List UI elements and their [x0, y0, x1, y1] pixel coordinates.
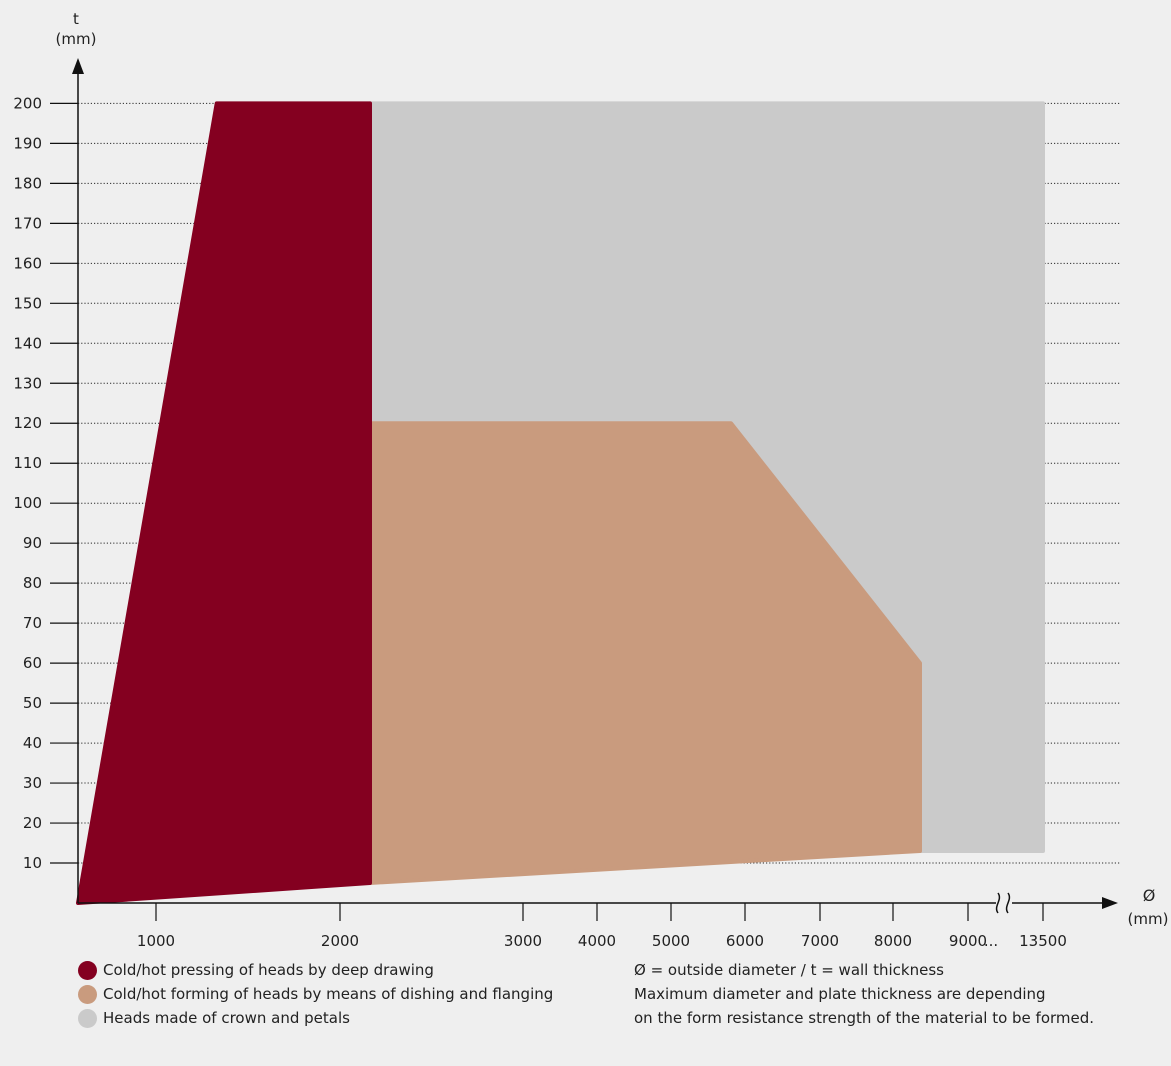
- x-tick-label-3000: 3000: [504, 932, 542, 950]
- x-ticks: 1000 2000 3000 4000 5000 6000 7000 8000 9000... 1…: [137, 903, 1067, 950]
- y-tick-label-120: 120: [13, 414, 42, 432]
- y-tick-label-20: 20: [23, 814, 42, 832]
- y-tick-label-40: 40: [23, 734, 42, 752]
- axis-break-icon: [995, 892, 1011, 914]
- data-regions: [76, 101, 1045, 905]
- y-tick-label-80: 80: [23, 574, 42, 592]
- legend-swatch-crown-petals: [78, 1008, 97, 1028]
- y-tick-label-160: 160: [13, 254, 42, 272]
- x-tick-label-9000: 9000: [949, 932, 987, 950]
- chart: t (mm) Ø (mm) 10 20 30 40 50 60 70 80 90 100 110 12…: [13, 10, 1169, 950]
- legend-item-dishing-flanging: Cold/hot forming of heads by means of di…: [78, 982, 553, 1006]
- x-tick-label-5000: 5000: [652, 932, 690, 950]
- y-tick-label-170: 170: [13, 214, 42, 232]
- note-limits-1: Maximum diameter and plate thickness are…: [634, 985, 1046, 1003]
- y-tick-label-180: 180: [13, 174, 42, 192]
- y-tick-label-50: 50: [23, 694, 42, 712]
- x-axis-label: Ø: [1143, 886, 1156, 905]
- y-tick-label-70: 70: [23, 614, 42, 632]
- x-tick-label-ellipsis: ...: [984, 932, 998, 950]
- y-tick-label-110: 110: [13, 454, 42, 472]
- x-axis-unit: (mm): [1128, 910, 1169, 928]
- legend-item-deep-drawing: Cold/hot pressing of heads by deep drawi…: [78, 958, 553, 982]
- y-ticks: 10 20 30 40 50 60 70 80 90 100 110 120 130 140 150 160 1…: [13, 94, 78, 872]
- y-tick-label-140: 140: [13, 334, 42, 352]
- legend-label-dishing-flanging: Cold/hot forming of heads by means of di…: [103, 985, 554, 1003]
- y-tick-label-100: 100: [13, 494, 42, 512]
- axes: t (mm) Ø (mm): [56, 10, 1169, 928]
- x-tick-label-13500: 13500: [1019, 932, 1067, 950]
- y-tick-label-90: 90: [23, 534, 42, 552]
- y-tick-label-60: 60: [23, 654, 42, 672]
- y-tick-label-150: 150: [13, 294, 42, 312]
- x-tick-label-1000: 1000: [137, 932, 175, 950]
- note-definitions: Ø = outside diameter / t = wall thicknes…: [634, 961, 944, 979]
- x-tick-label-4000: 4000: [578, 932, 616, 950]
- note-limits-2: on the form resistance strength of the m…: [634, 1009, 1095, 1027]
- y-axis-unit: (mm): [56, 30, 97, 48]
- legend-swatch-dishing-flanging: [78, 984, 97, 1004]
- legend-item-crown-petals: Heads made of crown and petals: [78, 1006, 553, 1030]
- x-tick-label-7000: 7000: [801, 932, 839, 950]
- legend-label-deep-drawing: Cold/hot pressing of heads by deep drawi…: [103, 961, 434, 979]
- x-tick-label-2000: 2000: [321, 932, 359, 950]
- y-axis-label: t: [73, 10, 79, 28]
- y-tick-label-200: 200: [13, 94, 42, 112]
- y-axis-arrow: [72, 58, 84, 74]
- y-tick-label-190: 190: [13, 134, 42, 152]
- footnotes: Ø = outside diameter / t = wall thicknes…: [634, 958, 1094, 1030]
- region-deep-drawing: [76, 101, 372, 905]
- x-tick-label-8000: 8000: [874, 932, 912, 950]
- y-tick-label-10: 10: [23, 854, 42, 872]
- legend-label-crown-petals: Heads made of crown and petals: [103, 1009, 350, 1027]
- x-axis-arrow: [1102, 897, 1118, 909]
- legend: Cold/hot pressing of heads by deep drawi…: [78, 958, 553, 1030]
- legend-swatch-deep-drawing: [78, 960, 97, 980]
- y-tick-label-30: 30: [23, 774, 42, 792]
- x-tick-label-6000: 6000: [726, 932, 764, 950]
- y-tick-label-130: 130: [13, 374, 42, 392]
